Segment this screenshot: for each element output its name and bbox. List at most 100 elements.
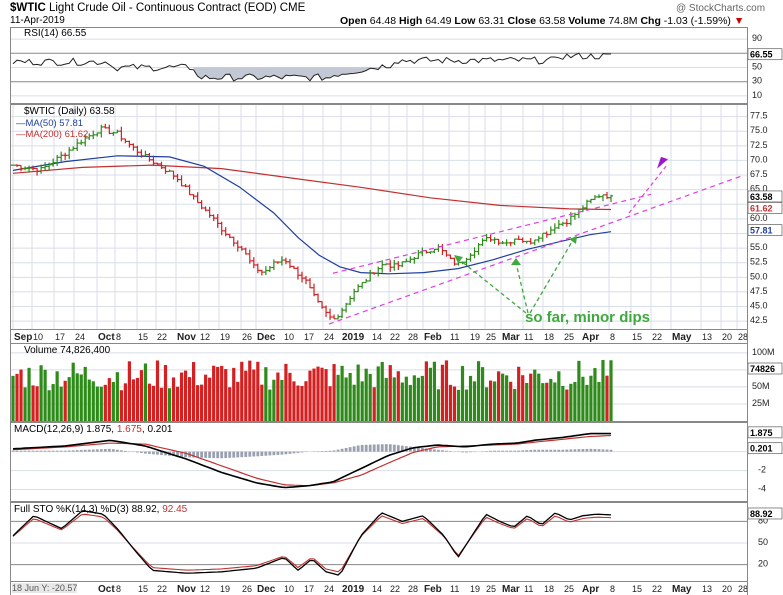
x-axis-bottom-label: Dec	[257, 584, 276, 595]
exchange: CME	[279, 2, 306, 14]
macd-histogram-bar	[152, 451, 155, 455]
price-scale-label: 55.0	[750, 242, 768, 252]
volume-bar	[212, 365, 216, 421]
ohlc-bar	[71, 146, 76, 151]
ohlc-bar	[384, 263, 389, 266]
price-scale-label: 60.0	[750, 213, 768, 223]
macd-histogram-bar	[99, 449, 103, 452]
date-label: 11-Apr-2019	[10, 15, 65, 26]
volume-bar	[561, 385, 565, 421]
ohlc-bar	[484, 233, 489, 242]
x-axis-bottom-label: Oct	[98, 584, 115, 595]
volume-bar	[308, 370, 312, 421]
volume-bar	[107, 378, 111, 421]
ohlc-bar	[504, 239, 509, 247]
volume-bar	[352, 384, 356, 421]
x-axis-bottom-label: 2019	[342, 584, 365, 595]
volume-bar	[179, 372, 184, 421]
macd-histogram-bar	[196, 451, 200, 458]
ohlc-bar	[316, 293, 321, 303]
macd-histogram-bar	[449, 451, 452, 452]
volume-bar	[336, 374, 340, 421]
ohlc-bar	[604, 191, 609, 199]
macd-histogram-bar	[324, 450, 328, 452]
macd-histogram-bar	[284, 451, 288, 455]
volume-bar	[240, 361, 244, 421]
ohlc-bar	[340, 307, 345, 319]
price-chart	[11, 105, 747, 329]
macd-histogram-bar	[412, 447, 416, 452]
x-axis-bottom-label: Mar	[502, 584, 520, 595]
ohlc-bar	[243, 247, 248, 255]
macd-histogram-bar	[107, 448, 111, 452]
macd-histogram-bar	[119, 450, 123, 452]
low-label: Low	[454, 15, 476, 27]
x-axis-label: 22	[652, 332, 662, 342]
rsi-last-label: 66.55	[750, 50, 773, 60]
ohlc-bar	[312, 283, 317, 297]
rsi-scale-label: 50	[752, 62, 762, 72]
macd-histogram-bar	[300, 451, 304, 453]
volume-bar	[372, 387, 376, 421]
ohlc-bar	[83, 134, 88, 147]
ohlc-bar	[291, 265, 296, 269]
ohlc-bar	[464, 257, 469, 267]
ohlc-bar	[536, 236, 541, 243]
price-scale-label: 42.5	[750, 315, 768, 325]
macd-last-label-box	[748, 426, 783, 439]
macd-value: 1.875	[86, 424, 112, 435]
volume-bar	[472, 381, 477, 421]
ohlc-bar	[564, 219, 569, 227]
volume-bar	[521, 375, 525, 421]
macd-histogram-bar	[360, 444, 364, 452]
annotation-arrow-line	[529, 239, 574, 314]
volume-bar	[577, 360, 581, 421]
macd-histogram-bar	[332, 450, 336, 452]
sto-scale-label: 20	[758, 559, 768, 569]
macd-histogram-bar	[123, 450, 127, 452]
volume-bar	[324, 369, 328, 421]
trend-line-lower	[328, 175, 742, 325]
volume-bar	[220, 365, 224, 421]
sto-k-value: 88.92	[131, 504, 157, 515]
ohlc-bar	[167, 169, 172, 173]
ohlc-bar	[279, 256, 284, 266]
macd-histogram-bar	[388, 444, 392, 452]
macd-histogram-bar	[585, 448, 589, 452]
x-axis-bottom-label: 8	[116, 584, 121, 594]
ohlc-bar	[307, 278, 312, 289]
ohlc-bar	[123, 138, 128, 144]
macd-histogram-bar	[236, 451, 240, 458]
macd-histogram-bar	[396, 445, 400, 452]
macd-histogram-bar	[23, 450, 27, 452]
macd-histogram-bar	[264, 451, 268, 456]
ohlc-bar	[552, 223, 557, 234]
ohlc-bar	[332, 314, 337, 320]
x-axis-label: 11	[524, 332, 533, 342]
low-value: 63.31	[478, 15, 505, 27]
sto-legend: Full STO %K(14,3) %D(3) 88.92, 92.45	[14, 504, 188, 515]
ohlc-bar	[107, 124, 112, 135]
ma200-legend-text: MA(200) 61.62	[25, 129, 89, 140]
ma200-line	[12, 164, 612, 211]
x-axis-labels: Sep 10 17 24 Oct 8 15 22 Nov 12 19 26 Dec 10 17 24 2019 1…	[14, 332, 747, 343]
volume-bar	[200, 384, 204, 421]
macd-histogram-bar	[71, 450, 75, 452]
ohlc-bar	[35, 167, 40, 176]
ohlc-bar	[404, 258, 409, 263]
macd-histogram-bar	[392, 444, 396, 452]
macd-histogram-bar	[216, 451, 220, 459]
macd-histogram-bar	[577, 449, 581, 452]
macd-histogram-bar	[336, 449, 340, 452]
macd-histogram-bar	[605, 449, 609, 452]
volume-bar	[464, 389, 469, 421]
ohlc-bar	[432, 248, 437, 254]
volume-bar	[75, 373, 79, 421]
volume-bar	[139, 370, 144, 421]
volume-bar	[103, 384, 107, 421]
macd-histogram-bar	[51, 450, 55, 452]
volume-bar	[448, 384, 453, 421]
ohlc-bar	[492, 237, 497, 244]
ohlc-bar	[223, 227, 228, 237]
ohlc-bar	[540, 232, 545, 242]
